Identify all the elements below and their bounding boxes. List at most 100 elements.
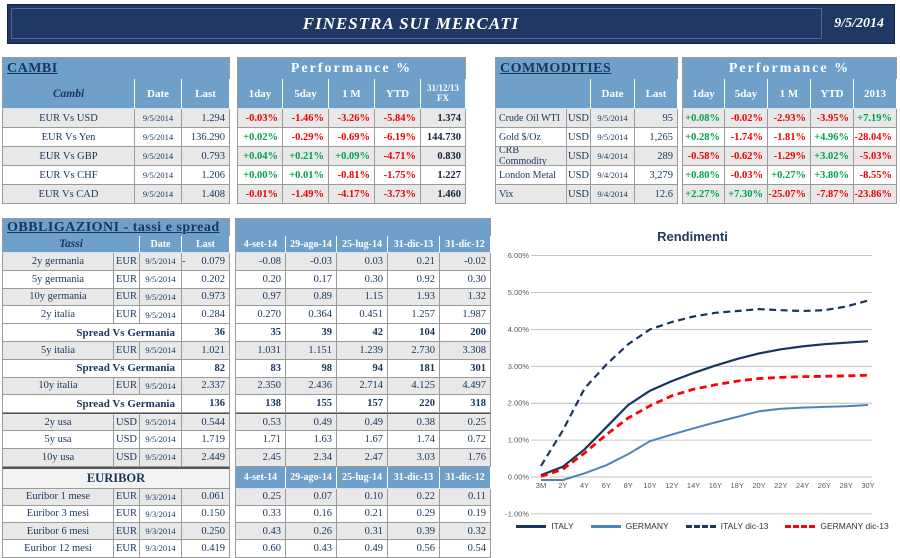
perf-col-header: YTD [375, 79, 421, 109]
currency-pair-cell: EUR Vs Yen [2, 128, 135, 147]
history-value-cell: -0.08 [235, 253, 286, 271]
y-axis-tick-label: 4.00% [508, 325, 530, 334]
perf-col-header: 1 M [329, 79, 375, 109]
performance-cell: -0.03% [237, 109, 283, 128]
column-gap [678, 79, 682, 109]
history-date-col-header: 25-lug-14 [337, 466, 388, 489]
spread-value-cell: 83 [235, 359, 286, 378]
history-value-cell: 0.07 [286, 488, 337, 506]
performance-cell: -4.71% [375, 147, 421, 166]
yield-curve-plot: 6.00% 5.00% 4.00% 3.00% 2.00% 1.00% 0.00% -1.00… [505, 251, 874, 518]
performance-cell: +7.30% [725, 185, 768, 204]
cambi-header-row: Cambi Date Last 1day 5day 1 M YTD 31/12/13 FX [2, 79, 466, 109]
column-gap [678, 128, 682, 147]
performance-cell: +0.04% [237, 147, 283, 166]
last-col-header: Last [182, 236, 230, 253]
history-value-cell: 0.56 [388, 540, 440, 558]
rendimenti-chart: Rendimenti 6.00% 5.00% 4.00% 3.00% 2.00% 1.00… [505, 225, 900, 558]
spread-label-cell: Spread Vs Germania [2, 395, 182, 414]
rate-row: 5y germania EUR 9/5/2014 0.202 0.20 0.17 0.30 0… [2, 270, 491, 289]
last-cell: 0.973 [182, 288, 230, 307]
euribor-header-row: EURIBOR 4-set-14 29-ago-14 25-lug-14 31-dic-… [2, 466, 491, 489]
spread-value-cell: 301 [440, 359, 491, 378]
last-col-header: Last [635, 79, 678, 109]
x-axis-tick-label: 20Y [752, 481, 765, 490]
obbligazioni-title-row: OBBLIGAZIONI - tassi e spread [2, 218, 491, 236]
currency-cell: USD [567, 166, 591, 185]
legend-item: ITALY dic-13 [685, 521, 768, 531]
cambi-row: EUR Vs Yen 9/5/2014 136.290 +0.02% -0.29% -0.… [2, 128, 466, 147]
history-value-cell: 0.26 [286, 523, 337, 541]
performance-cell: -1.29% [768, 147, 811, 166]
column-gap [230, 236, 235, 253]
history-value-cell: 4.497 [440, 377, 491, 396]
performance-cell: +0.08% [682, 109, 725, 128]
rate-name-cell: 5y usa [2, 430, 114, 449]
performance-cell: +0.02% [237, 128, 283, 147]
commodity-row: London Metal USD 9/4/2014 3,279 +0.80% -0.03%… [495, 166, 897, 185]
history-value-cell: 0.270 [235, 306, 286, 325]
legend-label: GERMANY dic-13 [820, 521, 889, 531]
history-value-cell: 0.49 [337, 413, 388, 431]
cambi-performance-header: Performance % [237, 57, 466, 79]
performance-cell: +2.27% [682, 185, 725, 204]
currency-cell: EUR [114, 253, 140, 271]
history-value-cell: 0.89 [286, 288, 337, 307]
obbligazioni-table: OBBLIGAZIONI - tassi e spread Tassi Date L… [2, 218, 491, 558]
history-date-col-header: 29-ago-14 [286, 466, 337, 489]
perf-col-header: 5day [283, 79, 329, 109]
cambi-col-header: Cambi [2, 79, 135, 109]
history-value-cell: 2.350 [235, 377, 286, 396]
column-gap [230, 109, 237, 128]
obbligazioni-title: OBBLIGAZIONI - tassi e spread [7, 219, 220, 235]
history-value-cell: 1.239 [337, 341, 388, 360]
performance-cell: +0.01% [283, 166, 329, 185]
rate-row: 5y usa USD 9/5/2014 1.719 1.71 1.63 1.67 1.74 0.… [2, 430, 491, 449]
currency-cell: USD [114, 448, 140, 467]
last-cell: 12.6 [635, 185, 678, 204]
rate-row: 2y usa USD 9/5/2014 0.544 0.53 0.49 0.49 0.38 0.… [2, 413, 491, 431]
performance-cell: -4.17% [329, 185, 375, 204]
date-cell: 9/5/2014 [140, 270, 182, 289]
last-cell: 289 [635, 147, 678, 166]
performance-cell: -0.01% [237, 185, 283, 204]
column-gap [230, 166, 237, 185]
obbligazioni-title-band [235, 218, 491, 236]
last-cell: 1.021 [182, 341, 230, 360]
column-gap [230, 466, 235, 489]
spread-value-cell: 181 [388, 359, 440, 378]
column-gap [230, 306, 235, 325]
spread-row: Spread Vs Germania 36 35 39 42 104 200 [2, 324, 491, 342]
cambi-row: EUR Vs GBP 9/5/2014 0.793 +0.04% +0.21% +0.09… [2, 147, 466, 166]
history-value-cell: 1.93 [388, 288, 440, 307]
column-gap [230, 395, 235, 414]
rate-name-cell: 10y usa [2, 448, 114, 467]
last-cell: 0.061 [182, 488, 230, 506]
performance-cell: -23.86% [854, 185, 897, 204]
performance-cell: +7.19% [854, 109, 897, 128]
date-cell: 9/5/2014 [135, 185, 182, 204]
spread-row: Spread Vs Germania 82 83 98 94 181 301 [2, 359, 491, 378]
performance-cell: -28.04% [854, 128, 897, 147]
commodity-name-cell: Vix [495, 185, 567, 204]
history-value-cell: 0.22 [388, 488, 440, 506]
performance-cell: -5.03% [854, 147, 897, 166]
date-cell: 9/4/2014 [591, 147, 635, 166]
last-cell: 0.250 [182, 523, 230, 541]
currency-cell: USD [567, 147, 591, 166]
fx-cell: 1.227 [421, 166, 466, 185]
commodity-name-cell: London Metal [495, 166, 567, 185]
cambi-table-body: Cambi Date Last 1day 5day 1 M YTD 31/12/13 FX EU… [2, 79, 466, 204]
rate-name-cell: 2y usa [2, 413, 114, 431]
history-value-cell: 0.53 [235, 413, 286, 431]
commodities-title-row: COMMODITIES Performance % [495, 57, 897, 79]
history-date-col-header: 31-dic-12 [440, 236, 491, 253]
column-gap [230, 185, 237, 204]
history-value-cell: 0.43 [235, 523, 286, 541]
performance-cell: +0.21% [283, 147, 329, 166]
series-line-italy-dic-13 [540, 299, 869, 467]
history-value-cell: 0.10 [337, 488, 388, 506]
history-date-col-header: 25-lug-14 [337, 236, 388, 253]
date-cell: 9/5/2014 [140, 341, 182, 360]
